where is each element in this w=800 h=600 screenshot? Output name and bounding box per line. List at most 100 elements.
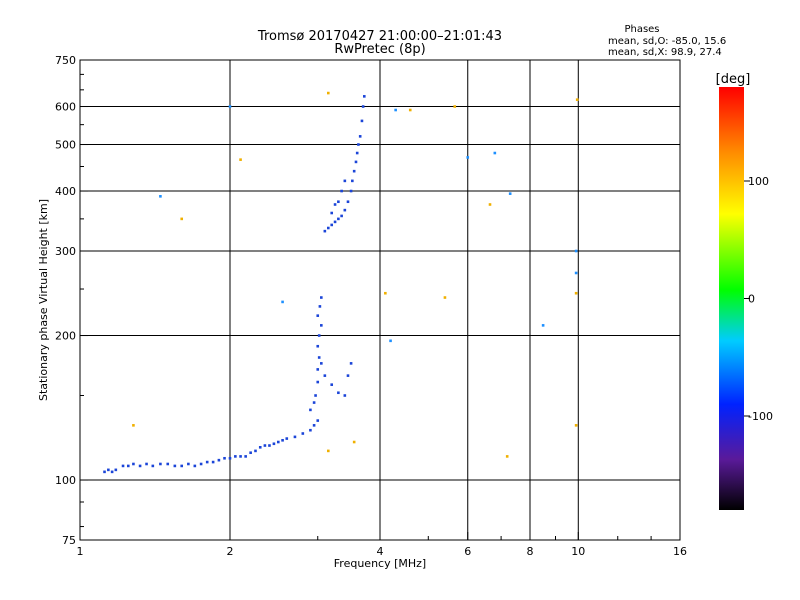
echo-point bbox=[316, 368, 320, 371]
echo-point bbox=[453, 105, 457, 108]
echo-point bbox=[151, 464, 155, 468]
echo-point bbox=[360, 119, 364, 123]
echo-point bbox=[354, 160, 358, 164]
echo-point bbox=[340, 189, 343, 193]
echo-point bbox=[337, 391, 340, 395]
echo-point bbox=[314, 394, 317, 397]
echo-point bbox=[173, 464, 177, 468]
echo-point bbox=[316, 314, 320, 317]
echo-point bbox=[132, 462, 135, 466]
echo-point bbox=[574, 291, 578, 295]
x-tick-label: 6 bbox=[464, 545, 471, 558]
colorbar-label: [deg] bbox=[716, 72, 751, 87]
grid-lines bbox=[80, 60, 680, 540]
echo-point bbox=[107, 468, 110, 472]
echo-point bbox=[327, 226, 330, 230]
echo-point bbox=[217, 458, 221, 462]
echo-point bbox=[352, 440, 356, 444]
y-tick-label: 500 bbox=[55, 139, 76, 152]
y-tick-label: 100 bbox=[55, 474, 76, 487]
echo-point bbox=[349, 362, 353, 365]
echo-point bbox=[505, 455, 509, 458]
echo-point bbox=[330, 223, 334, 227]
echo-point bbox=[355, 151, 359, 155]
echo-point bbox=[333, 220, 337, 224]
echo-point bbox=[180, 217, 184, 221]
echo-point bbox=[281, 438, 284, 442]
echo-point bbox=[574, 249, 578, 253]
echo-point bbox=[574, 424, 578, 427]
x-tick-label: 4 bbox=[377, 545, 384, 558]
info-heading: Phases bbox=[624, 24, 659, 35]
echo-point bbox=[138, 464, 142, 468]
echo-point bbox=[357, 143, 360, 146]
echo-point bbox=[389, 339, 392, 343]
echo-point bbox=[234, 455, 237, 458]
echo-point bbox=[361, 105, 365, 108]
echo-point bbox=[103, 470, 106, 474]
echo-point bbox=[346, 200, 350, 204]
y-tick-label: 600 bbox=[55, 101, 76, 114]
y-tick-label: 75 bbox=[62, 534, 76, 547]
echo-point bbox=[281, 300, 284, 304]
echo-point bbox=[358, 135, 362, 138]
colorbar-ticks: 100 0 -100 bbox=[744, 175, 773, 423]
echo-point bbox=[466, 156, 470, 159]
colorbar-tick-label: -100 bbox=[748, 410, 773, 423]
x-tick-label: 16 bbox=[673, 545, 687, 558]
y-tick-label: 200 bbox=[55, 330, 76, 343]
echo-point bbox=[293, 435, 297, 439]
echo-point bbox=[320, 362, 323, 365]
echo-point bbox=[323, 374, 327, 377]
echo-point bbox=[337, 217, 340, 221]
echo-point bbox=[239, 158, 242, 161]
colorbar-tick-label: 100 bbox=[748, 175, 769, 188]
echo-point bbox=[180, 464, 184, 468]
echo-point bbox=[228, 456, 232, 460]
echo-point bbox=[317, 356, 321, 359]
echo-point bbox=[223, 456, 226, 460]
echo-point bbox=[574, 271, 578, 275]
echo-point bbox=[351, 179, 354, 183]
echo-point bbox=[346, 374, 350, 377]
echo-point bbox=[312, 401, 316, 404]
x-axis-label: Frequency [MHz] bbox=[334, 557, 426, 570]
echo-point bbox=[272, 442, 276, 446]
echo-point bbox=[541, 324, 545, 327]
echo-point bbox=[254, 449, 257, 453]
echo-points bbox=[103, 91, 579, 474]
echo-point bbox=[199, 462, 203, 466]
y-tick-label: 750 bbox=[55, 54, 76, 67]
x-tick-label: 1 bbox=[77, 545, 84, 558]
echo-point bbox=[301, 432, 305, 435]
echo-point bbox=[317, 334, 321, 337]
echo-point bbox=[166, 462, 170, 466]
echo-point bbox=[159, 195, 162, 198]
y-tick-label: 300 bbox=[55, 245, 76, 258]
echo-point bbox=[145, 462, 148, 466]
echo-point bbox=[320, 296, 323, 299]
echo-point bbox=[362, 95, 366, 98]
echo-point bbox=[323, 229, 327, 233]
echo-point bbox=[110, 470, 114, 474]
colorbar-tick-label: 0 bbox=[748, 293, 755, 306]
echo-point bbox=[244, 455, 247, 458]
echo-point bbox=[327, 449, 330, 453]
echo-point bbox=[318, 305, 322, 308]
y-axis-label: Stationary phase Virtual Height [km] bbox=[37, 199, 50, 401]
echo-point bbox=[508, 192, 512, 195]
colorbar bbox=[719, 87, 744, 510]
echo-point bbox=[443, 296, 447, 299]
x-tick-label: 8 bbox=[527, 545, 534, 558]
echo-point bbox=[132, 424, 135, 427]
echo-point bbox=[193, 464, 197, 468]
echo-point bbox=[258, 446, 262, 449]
chart-title: Tromsø 20170427 21:00:00–21:01:43 bbox=[257, 29, 502, 44]
echo-point bbox=[330, 211, 334, 215]
echo-point bbox=[349, 189, 353, 193]
echo-point bbox=[343, 208, 347, 212]
echo-point bbox=[337, 200, 340, 204]
echo-point bbox=[316, 419, 320, 422]
echo-point bbox=[316, 344, 320, 348]
